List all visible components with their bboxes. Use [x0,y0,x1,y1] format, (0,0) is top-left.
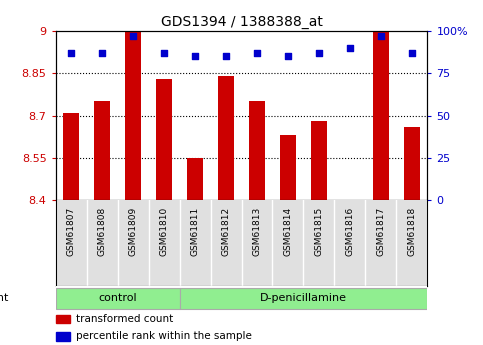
Text: GSM61811: GSM61811 [190,207,199,256]
Point [377,33,385,39]
Point [408,50,416,56]
Point [191,54,199,59]
Point [129,33,137,39]
Bar [56,332,71,341]
Text: GSM61812: GSM61812 [222,207,230,256]
Bar [94,101,110,200]
Point [160,50,168,56]
Bar [156,79,172,200]
Text: GSM61810: GSM61810 [159,207,169,256]
Text: percentile rank within the sample: percentile rank within the sample [76,331,252,341]
Text: GSM61808: GSM61808 [98,207,107,256]
Bar [218,76,234,200]
Text: GSM61813: GSM61813 [253,207,261,256]
FancyBboxPatch shape [56,287,180,309]
Text: GSM61817: GSM61817 [376,207,385,256]
Bar [311,121,327,200]
Text: control: control [98,294,137,303]
Point [67,50,75,56]
Bar [56,315,71,323]
FancyBboxPatch shape [180,287,427,309]
Point [222,54,230,59]
Text: GSM61809: GSM61809 [128,207,138,256]
Bar [280,135,296,200]
Bar [404,127,420,200]
Text: GSM61815: GSM61815 [314,207,324,256]
Text: GSM61814: GSM61814 [284,207,293,256]
Text: agent: agent [0,294,9,303]
Text: transformed count: transformed count [76,314,173,324]
Text: GSM61807: GSM61807 [67,207,75,256]
Point [346,45,354,51]
Point [253,50,261,56]
Title: GDS1394 / 1388388_at: GDS1394 / 1388388_at [160,14,323,29]
Point [98,50,106,56]
Point [284,54,292,59]
Text: D-penicillamine: D-penicillamine [260,294,347,303]
Point [315,50,323,56]
Text: GSM61818: GSM61818 [408,207,416,256]
Bar [125,31,141,200]
Bar [373,31,389,200]
Bar [63,113,79,200]
Bar [249,101,265,200]
Text: GSM61816: GSM61816 [345,207,355,256]
Bar [187,158,203,200]
